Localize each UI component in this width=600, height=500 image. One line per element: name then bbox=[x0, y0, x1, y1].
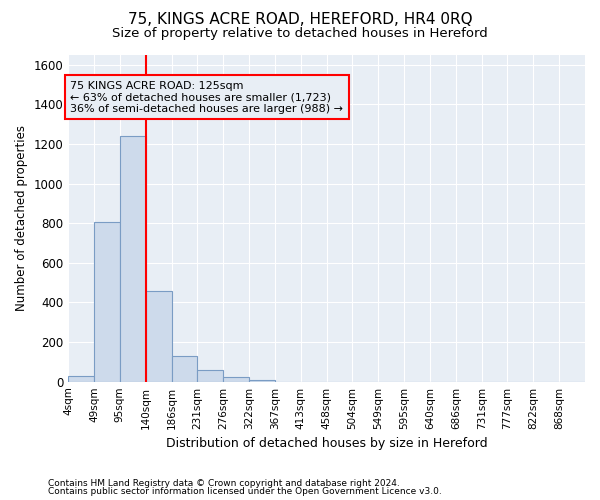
Bar bbox=[197, 370, 223, 382]
Text: Contains HM Land Registry data © Crown copyright and database right 2024.: Contains HM Land Registry data © Crown c… bbox=[48, 478, 400, 488]
Bar bbox=[249, 380, 275, 382]
Bar bbox=[68, 376, 94, 382]
Bar bbox=[94, 222, 120, 382]
Text: 75 KINGS ACRE ROAD: 125sqm
← 63% of detached houses are smaller (1,723)
36% of s: 75 KINGS ACRE ROAD: 125sqm ← 63% of deta… bbox=[70, 80, 343, 114]
X-axis label: Distribution of detached houses by size in Hereford: Distribution of detached houses by size … bbox=[166, 437, 487, 450]
Bar bbox=[223, 378, 249, 382]
Text: Size of property relative to detached houses in Hereford: Size of property relative to detached ho… bbox=[112, 28, 488, 40]
Text: 75, KINGS ACRE ROAD, HEREFORD, HR4 0RQ: 75, KINGS ACRE ROAD, HEREFORD, HR4 0RQ bbox=[128, 12, 472, 28]
Bar bbox=[146, 292, 172, 382]
Y-axis label: Number of detached properties: Number of detached properties bbox=[15, 126, 28, 312]
Text: Contains public sector information licensed under the Open Government Licence v3: Contains public sector information licen… bbox=[48, 487, 442, 496]
Bar bbox=[120, 136, 146, 382]
Bar bbox=[172, 356, 197, 382]
